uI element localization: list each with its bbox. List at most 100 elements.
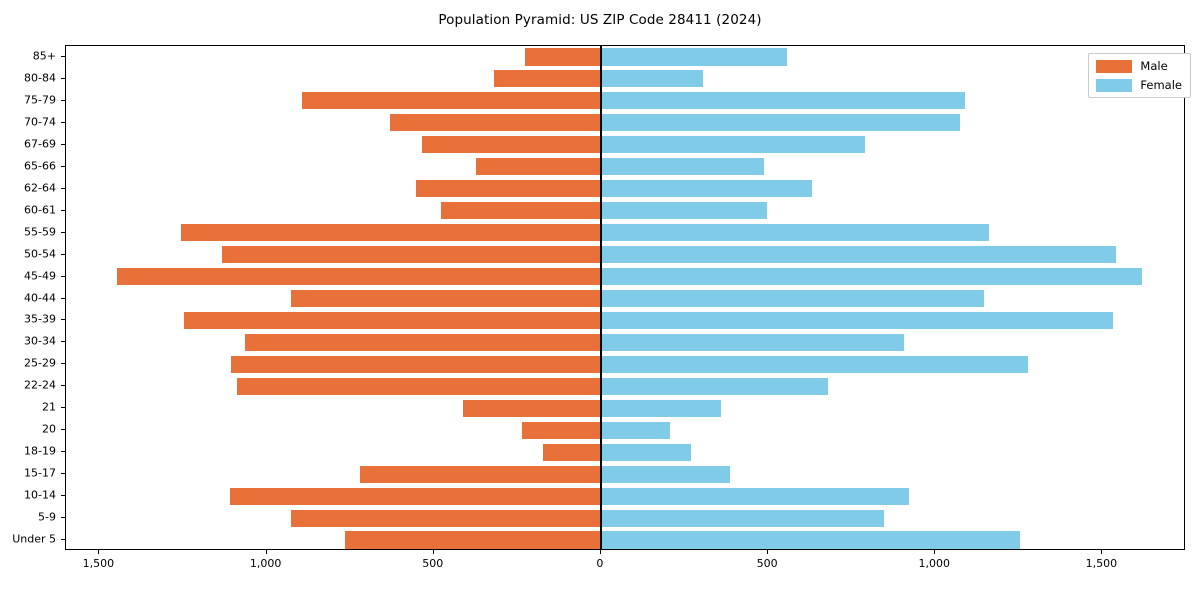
bar-female-21[interactable] [600,399,721,417]
x-tick-label: 1,000 [249,557,282,570]
bar-male-18-19[interactable] [543,443,601,461]
y-tick-label-75-79: 75-79 [24,93,56,107]
bar-male-under-5[interactable] [345,531,601,549]
bar-male-30-34[interactable] [244,333,601,351]
y-tick-mark [61,209,65,211]
bar-male-25-29[interactable] [231,355,601,373]
bar-male-20[interactable] [522,421,601,439]
bar-female-under-5[interactable] [600,531,1020,549]
y-tick-mark [61,385,65,387]
bar-female-55-59[interactable] [600,224,989,242]
y-tick-mark [61,275,65,277]
pyramid-row [66,443,1184,461]
bar-male-22-24[interactable] [237,377,601,395]
bar-female-62-64[interactable] [600,180,812,198]
bar-male-21[interactable] [463,399,601,417]
pyramid-row [66,92,1184,110]
bar-male-50-54[interactable] [222,246,601,264]
bar-female-22-24[interactable] [600,377,828,395]
pyramid-row [66,224,1184,242]
y-tick-mark [61,55,65,57]
bar-female-30-34[interactable] [600,333,905,351]
x-tick-label: 500 [756,557,778,570]
chart-legend: Male Female [1088,53,1191,98]
bar-female-70-74[interactable] [600,114,960,132]
bar-male-85-[interactable] [525,48,601,66]
bar-female-18-19[interactable] [600,443,691,461]
bar-female-80-84[interactable] [600,70,703,88]
pyramid-row [66,377,1184,395]
bar-male-67-69[interactable] [422,136,601,154]
x-tick-label: 1,500 [1085,557,1118,570]
pyramid-row [66,531,1184,549]
bar-female-20[interactable] [600,421,671,439]
bar-male-80-84[interactable] [493,70,601,88]
y-tick-label-35-39: 35-39 [24,312,56,326]
bar-male-75-79[interactable] [301,92,601,110]
bar-female-10-14[interactable] [600,487,909,505]
bar-male-60-61[interactable] [441,202,601,220]
bar-female-65-66[interactable] [600,158,765,176]
bar-male-45-49[interactable] [116,267,601,286]
x-tick-label: 0 [596,557,604,570]
bar-female-40-44[interactable] [600,289,984,308]
zero-axis-line [600,46,602,549]
y-tick-mark [61,77,65,79]
y-tick-mark [61,253,65,255]
x-tick-label: 500 [422,557,444,570]
legend-label-male: Male [1140,59,1168,73]
bar-female-60-61[interactable] [600,202,768,220]
pyramid-row [66,267,1184,286]
bar-male-62-64[interactable] [416,180,601,198]
pyramid-row [66,246,1184,264]
bar-female-45-49[interactable] [600,267,1142,286]
pyramid-row [66,70,1184,88]
y-tick-label-under-5: Under 5 [12,532,56,546]
bar-male-65-66[interactable] [476,158,601,176]
pyramid-row [66,136,1184,154]
x-tick-label: 1,500 [82,557,115,570]
bar-female-85-[interactable] [600,48,787,66]
bar-male-55-59[interactable] [181,224,601,242]
bar-female-15-17[interactable] [600,465,730,483]
y-tick-label-15-17: 15-17 [24,466,56,480]
y-tick-label-60-61: 60-61 [24,203,56,217]
y-tick-label-45-49: 45-49 [24,269,56,283]
bar-male-15-17[interactable] [360,465,601,483]
bar-female-5-9[interactable] [600,509,885,527]
bar-female-75-79[interactable] [600,92,965,110]
y-tick-label-80-84: 80-84 [24,71,56,85]
legend-entry-female[interactable]: Female [1096,78,1182,92]
bar-female-50-54[interactable] [600,246,1117,264]
y-tick-label-62-64: 62-64 [24,181,56,195]
pyramid-row [66,509,1184,527]
x-tick-mark [934,550,936,554]
y-tick-label-70-74: 70-74 [24,115,56,129]
pyramid-row [66,114,1184,132]
bar-male-40-44[interactable] [291,289,601,308]
x-tick-mark [432,550,434,554]
bar-female-67-69[interactable] [600,136,865,154]
bar-female-25-29[interactable] [600,355,1028,373]
x-tick-mark [767,550,769,554]
pyramid-row [66,333,1184,351]
y-tick-mark [61,99,65,101]
pyramid-row [66,289,1184,308]
y-tick-mark [61,319,65,321]
y-tick-mark [61,341,65,343]
bar-female-35-39[interactable] [600,311,1113,330]
y-tick-label-55-59: 55-59 [24,225,56,239]
bar-male-5-9[interactable] [291,509,601,527]
y-tick-label-21: 21 [42,400,56,414]
y-tick-mark [61,231,65,233]
y-tick-mark [61,143,65,145]
y-tick-label-85-: 85+ [32,49,56,63]
legend-entry-male[interactable]: Male [1096,59,1182,73]
y-tick-mark [61,495,65,497]
y-tick-mark [61,473,65,475]
pyramid-row [66,465,1184,483]
bar-male-35-39[interactable] [184,311,601,330]
bar-male-10-14[interactable] [230,487,601,505]
bar-male-70-74[interactable] [389,114,601,132]
y-tick-mark [61,165,65,167]
